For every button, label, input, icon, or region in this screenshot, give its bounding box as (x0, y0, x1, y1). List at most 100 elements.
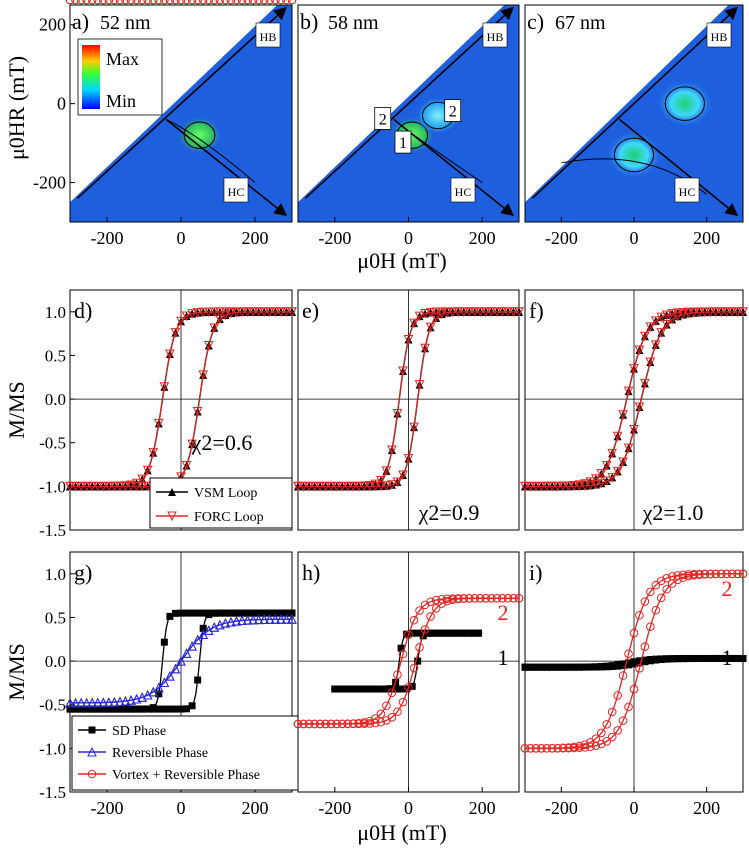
marker (93, 0, 103, 5)
marker (634, 402, 645, 413)
marker (253, 307, 264, 317)
marker (110, 705, 118, 713)
marker (612, 431, 623, 442)
marker (570, 663, 578, 671)
marker (99, 0, 108, 5)
marker (232, 0, 241, 5)
marker (404, 630, 413, 640)
marker (463, 629, 471, 637)
marker (343, 719, 353, 729)
marker (624, 702, 633, 712)
marker (727, 307, 737, 317)
x-tick-label: 0 (404, 228, 413, 248)
marker (525, 481, 536, 492)
marker (176, 655, 186, 666)
marker (83, 705, 91, 713)
marker (288, 609, 296, 617)
marker (277, 609, 285, 617)
panel-letter: b) (300, 9, 318, 34)
marker (149, 705, 157, 713)
marker (192, 634, 203, 645)
marker (160, 638, 168, 646)
marker (143, 0, 152, 5)
marker (521, 663, 529, 671)
marker (87, 697, 98, 708)
marker (531, 481, 541, 492)
marker (299, 719, 308, 729)
marker (732, 307, 743, 317)
loop-panel: d) -1.5 -1.0 -0.5 0.0 0.5 1.0 χ2=0.6 VSM Loop FOR… (39, 289, 297, 540)
marker (520, 744, 530, 753)
marker (629, 364, 639, 374)
marker (87, 481, 98, 492)
marker (276, 307, 286, 317)
marker (264, 614, 275, 624)
marker (409, 615, 419, 625)
marker (183, 609, 191, 617)
marker (392, 477, 403, 488)
marker (105, 705, 113, 713)
forc-panel: HB HC c) 67 nm -200 0 200 (524, 4, 744, 248)
marker (716, 569, 726, 579)
marker (242, 615, 253, 625)
marker (607, 448, 618, 459)
marker (336, 685, 344, 693)
marker (168, 488, 176, 496)
marker (553, 743, 563, 753)
marker (458, 307, 469, 317)
marker (76, 697, 86, 708)
marker (192, 406, 203, 417)
marker (98, 481, 109, 492)
marker (233, 609, 240, 617)
marker (115, 481, 125, 492)
marker (618, 410, 628, 420)
marker (678, 573, 688, 582)
marker (618, 457, 628, 468)
marker (656, 312, 667, 323)
marker (613, 726, 622, 735)
marker (537, 744, 546, 753)
marker (426, 612, 435, 621)
marker (249, 609, 257, 617)
marker (710, 307, 721, 318)
marker (144, 705, 152, 713)
marker (347, 685, 355, 693)
marker (92, 697, 103, 708)
marker (656, 576, 666, 586)
panel-subtitle: 67 nm (555, 12, 606, 34)
marker (442, 308, 452, 318)
marker (700, 307, 710, 318)
marker (678, 570, 688, 580)
y-tick-label: 200 (39, 15, 66, 35)
marker (265, 0, 275, 5)
marker (481, 307, 491, 317)
marker (674, 655, 682, 663)
y-tick-label: 1.0 (45, 303, 66, 322)
marker (98, 697, 109, 708)
marker (685, 655, 692, 663)
marker (221, 609, 229, 617)
panel-subtitle: 52 nm (100, 12, 151, 34)
hb-label: HB (255, 22, 281, 48)
marker (182, 0, 191, 5)
marker (716, 307, 727, 317)
marker (563, 481, 574, 492)
marker (165, 0, 175, 5)
contour (613, 137, 655, 173)
marker (397, 644, 405, 652)
marker (734, 654, 742, 662)
marker (376, 475, 386, 486)
marker (188, 702, 196, 710)
marker (88, 726, 96, 734)
marker (120, 481, 131, 492)
marker (109, 696, 120, 707)
marker (723, 654, 731, 662)
marker (526, 663, 534, 671)
marker (237, 615, 247, 626)
contour (664, 86, 705, 121)
marker (87, 746, 97, 757)
marker (469, 629, 477, 637)
marker (431, 313, 441, 323)
